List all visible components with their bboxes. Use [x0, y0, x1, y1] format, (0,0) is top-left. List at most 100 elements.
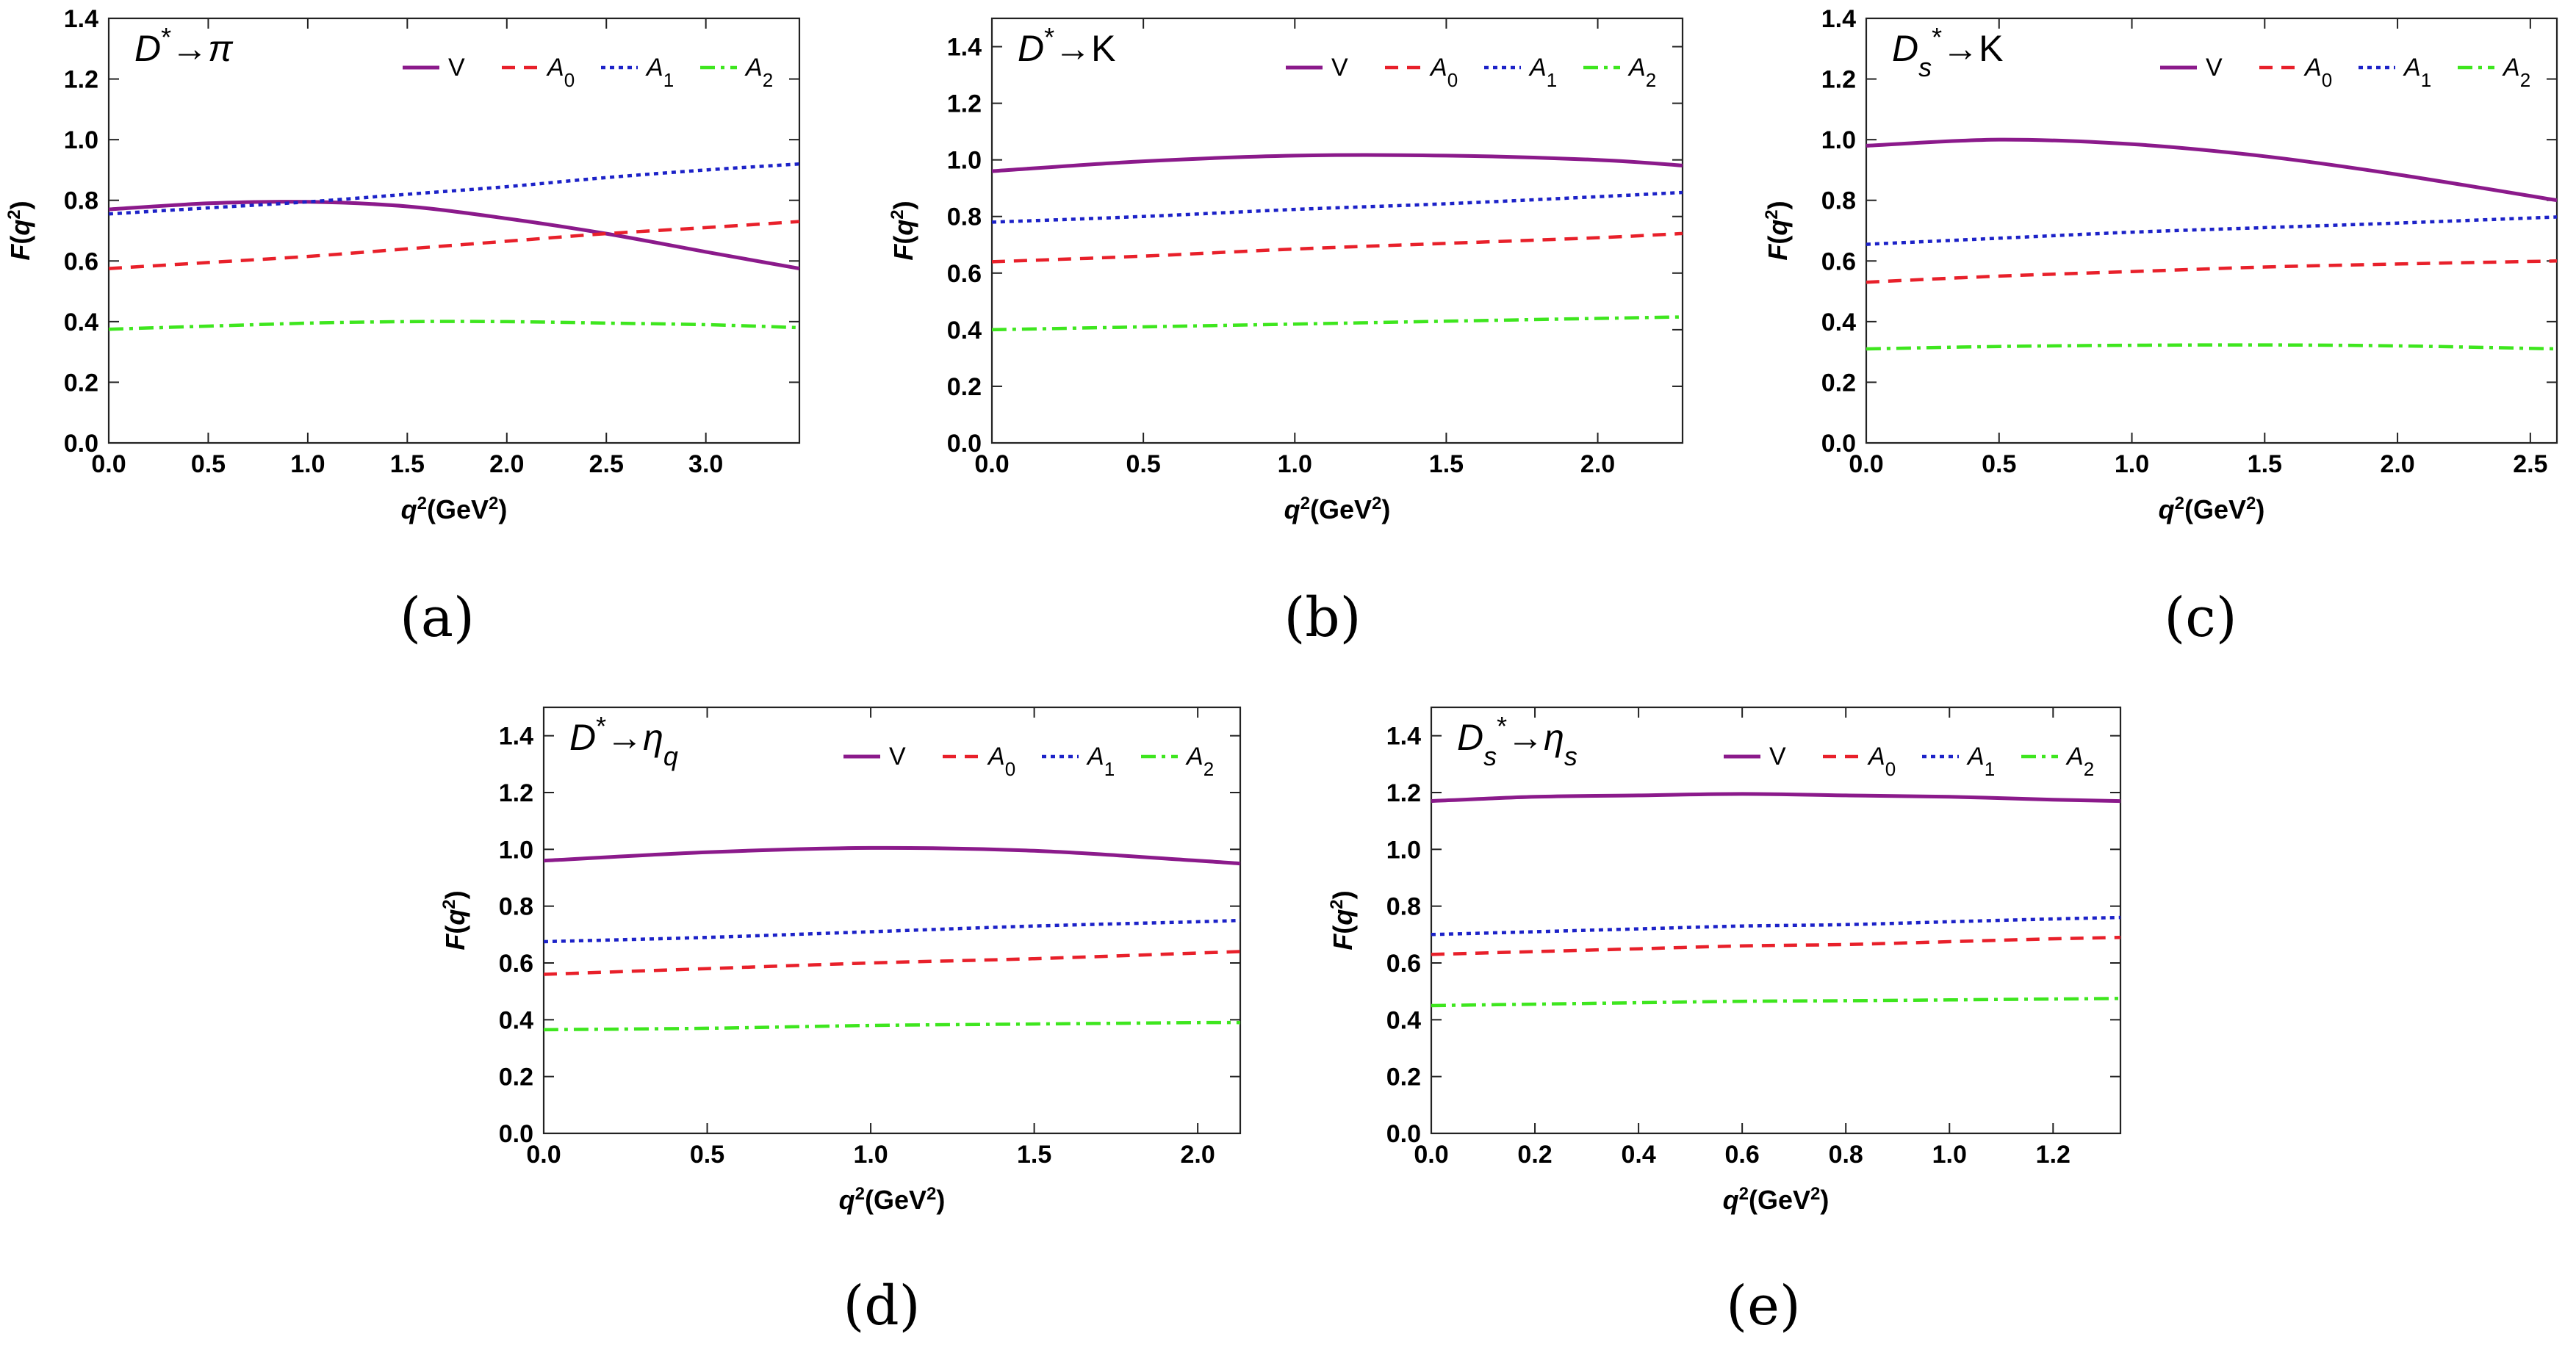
x-tick-label: 2.5 — [589, 450, 624, 478]
x-tick-label: 0.6 — [1725, 1141, 1760, 1169]
y-tick-label: 1.2 — [499, 779, 533, 807]
legend-label-a0: A0 — [987, 743, 1015, 780]
y-tick-label: 0.2 — [1386, 1064, 1421, 1091]
y-tick-label: 0.8 — [1386, 893, 1421, 921]
legend-label-a1: A1 — [1966, 743, 1995, 780]
legend-label-v: V — [448, 54, 465, 82]
legend-label-v: V — [1769, 743, 1786, 771]
y-tick-label: 1.4 — [499, 723, 533, 751]
y-tick-label: 0.4 — [947, 317, 982, 344]
y-tick-label: 1.0 — [1386, 836, 1421, 864]
series-line-a1 — [991, 190, 1683, 224]
x-tick-label: 0.5 — [191, 450, 226, 478]
y-tick-label: 0.0 — [64, 430, 98, 458]
series-line-a0 — [991, 231, 1683, 264]
x-tick-label: 0.2 — [1517, 1141, 1552, 1169]
series-line-a0 — [108, 220, 800, 270]
x-tick-label: 1.0 — [853, 1141, 888, 1169]
plot-frame — [107, 17, 801, 444]
x-tick-label: 0.0 — [1849, 450, 1883, 478]
series-line-a1 — [543, 918, 1241, 944]
y-tick-label: 1.0 — [1821, 126, 1856, 154]
y-tick-label: 0.4 — [1821, 308, 1856, 336]
chart-panel-e: 0.0 0.2 0.4 0.6 0.8 1.0 1.2 0.0 0.2 0.4 0.6 0.8 1.0 1… — [1327, 706, 2122, 1338]
series-line-a1 — [1431, 915, 2121, 937]
y-axis-label: F(q2) — [439, 890, 471, 950]
y-axis-label: F(q2) — [4, 201, 36, 260]
chart-title: D*→ηq — [569, 711, 678, 771]
y-tick-label: 0.2 — [1821, 369, 1856, 397]
y-tick-label: 1.2 — [1386, 779, 1421, 807]
x-axis-label: q2(GeV2) — [1284, 494, 1391, 525]
x-axis-label: q2(GeV2) — [401, 494, 508, 525]
x-tick-label: 1.5 — [1429, 450, 1464, 478]
y-tick-label: 0.6 — [499, 950, 533, 978]
y-tick-label: 1.4 — [1386, 723, 1421, 751]
y-tick-label: 1.2 — [947, 90, 982, 118]
panel-caption: (a) — [400, 586, 475, 649]
panel-caption: (b) — [1284, 586, 1361, 649]
panel-caption: (d) — [843, 1274, 920, 1338]
y-tick-label: 0.0 — [499, 1120, 533, 1148]
series-line-a2 — [991, 315, 1683, 332]
x-tick-label: 0.0 — [1414, 1141, 1448, 1169]
y-tick-label: 0.4 — [1386, 1006, 1421, 1034]
legend-label-a1: A1 — [645, 54, 674, 91]
y-tick-label: 1.0 — [499, 836, 533, 864]
series-line-a0 — [543, 950, 1241, 976]
panel-caption: (c) — [2164, 586, 2237, 649]
x-tick-label: 1.5 — [390, 450, 425, 478]
y-tick-label: 0.0 — [1821, 430, 1856, 458]
series-line-a2 — [543, 1020, 1241, 1032]
x-tick-label: 2.5 — [2513, 450, 2547, 478]
y-tick-label: 0.8 — [64, 187, 98, 215]
chart-panel-c: 0.0 0.5 1.0 1.5 2.0 2.5 0.0 0.2 0.4 0.6 0.8 1.0 1.2 1… — [1762, 5, 2558, 649]
plot-frame — [990, 17, 1684, 444]
chart-title: D*→π — [134, 22, 234, 70]
x-tick-label: 1.2 — [2036, 1141, 2070, 1169]
x-tick-label: 1.5 — [1017, 1141, 1051, 1169]
y-tick-label: 1.4 — [64, 5, 98, 33]
y-tick-label: 0.6 — [1821, 248, 1856, 275]
x-tick-label: 0.0 — [974, 450, 1009, 478]
x-tick-label: 2.0 — [1181, 1141, 1215, 1169]
y-tick-label: 0.2 — [947, 373, 982, 401]
series-line-a1 — [1866, 215, 2558, 246]
legend-label-v: V — [1331, 54, 1348, 82]
y-tick-label: 0.8 — [947, 203, 982, 231]
legend-label-a1: A1 — [2403, 54, 2431, 91]
y-tick-label: 0.6 — [64, 248, 98, 275]
x-tick-label: 2.0 — [489, 450, 524, 478]
legend-label-a1: A1 — [1528, 54, 1557, 91]
series-line-v — [1866, 137, 2558, 203]
legend-label-a0: A0 — [1867, 743, 1896, 780]
y-tick-label: 0.8 — [499, 893, 533, 921]
y-axis-label: F(q2) — [1762, 201, 1794, 260]
chart-panel-b: 0.0 0.5 1.0 1.5 2.0 0.0 0.2 0.4 0.6 0.8 1.0 1.2 1.4 q… — [888, 17, 1684, 649]
plot-frame — [542, 706, 1242, 1135]
x-tick-label: 0.8 — [1829, 1141, 1863, 1169]
legend-label-a2: A2 — [1185, 743, 1214, 780]
legend-label-v: V — [889, 743, 906, 771]
y-axis-label: F(q2) — [1327, 890, 1359, 950]
legend-label-a1: A1 — [1086, 743, 1115, 780]
y-tick-label: 1.2 — [64, 66, 98, 94]
y-tick-label: 0.2 — [64, 369, 98, 397]
legend-label-a2: A2 — [744, 54, 773, 91]
x-tick-label: 0.4 — [1621, 1141, 1655, 1169]
series-line-a2 — [1866, 343, 2558, 351]
y-tick-label: 0.6 — [1386, 950, 1421, 978]
y-tick-label: 0.4 — [499, 1006, 533, 1034]
x-tick-label: 1.0 — [1932, 1141, 1967, 1169]
legend-label-v: V — [2206, 54, 2223, 82]
y-tick-label: 1.0 — [64, 126, 98, 154]
x-tick-label: 1.0 — [2115, 450, 2149, 478]
legend-label-a2: A2 — [2502, 54, 2530, 91]
chart-title: Ds*→K — [1892, 22, 2003, 82]
series-line-a2 — [1431, 997, 2121, 1008]
y-tick-label: 0.8 — [1821, 187, 1856, 215]
x-tick-label: 3.0 — [688, 450, 723, 478]
series-line-v — [991, 153, 1683, 173]
panel-caption: (e) — [1726, 1274, 1801, 1338]
series-line-a0 — [1866, 259, 2558, 284]
